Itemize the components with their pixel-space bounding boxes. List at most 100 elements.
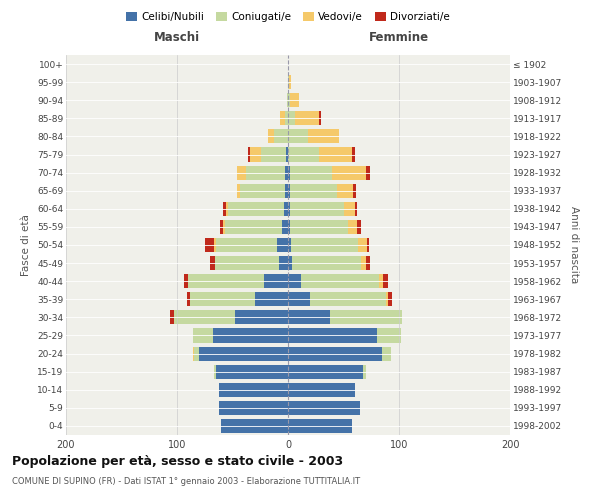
Bar xyxy=(382,346,391,360)
Text: Popolazione per età, sesso e stato civile - 2003: Popolazione per età, sesso e stato civil… xyxy=(12,455,343,468)
Bar xyxy=(367,238,369,252)
Bar xyxy=(290,220,348,234)
Bar xyxy=(219,382,288,397)
Bar xyxy=(194,346,199,360)
Bar xyxy=(223,202,226,216)
Bar xyxy=(216,238,277,252)
Y-axis label: Fasce di età: Fasce di età xyxy=(22,214,31,276)
Bar xyxy=(377,328,401,342)
Bar xyxy=(330,310,403,324)
Bar xyxy=(219,401,288,415)
Bar xyxy=(388,292,392,306)
Bar xyxy=(288,238,292,252)
Bar xyxy=(288,75,289,89)
Bar xyxy=(288,419,352,433)
Bar xyxy=(366,166,370,179)
Bar xyxy=(287,93,288,108)
Bar xyxy=(288,256,292,270)
Bar xyxy=(284,166,288,179)
Bar xyxy=(288,274,301,288)
Bar xyxy=(254,292,288,306)
Bar xyxy=(173,310,235,324)
Bar xyxy=(295,112,319,126)
Bar xyxy=(235,310,288,324)
Bar xyxy=(288,184,290,198)
Bar xyxy=(279,256,288,270)
Bar xyxy=(220,220,223,234)
Text: Femmine: Femmine xyxy=(369,31,429,44)
Bar xyxy=(237,166,246,179)
Bar xyxy=(301,274,379,288)
Text: Maschi: Maschi xyxy=(154,31,200,44)
Bar xyxy=(288,382,355,397)
Bar xyxy=(199,346,288,360)
Bar xyxy=(288,148,319,162)
Bar xyxy=(215,256,279,270)
Bar xyxy=(379,274,383,288)
Bar xyxy=(223,220,225,234)
Bar xyxy=(288,364,364,378)
Bar xyxy=(193,346,194,360)
Bar xyxy=(290,184,337,198)
Bar xyxy=(212,328,288,342)
Bar xyxy=(319,148,352,162)
Bar xyxy=(240,184,284,198)
Bar xyxy=(274,130,288,143)
Bar xyxy=(292,256,361,270)
Bar xyxy=(214,238,216,252)
Bar xyxy=(248,148,250,162)
Bar xyxy=(357,220,361,234)
Bar xyxy=(288,328,377,342)
Bar xyxy=(268,130,274,143)
Bar xyxy=(361,256,366,270)
Bar xyxy=(366,256,370,270)
Bar xyxy=(343,202,355,216)
Bar xyxy=(262,148,286,162)
Bar xyxy=(226,202,228,216)
Bar xyxy=(355,202,357,216)
Bar xyxy=(290,166,332,179)
Bar xyxy=(170,310,173,324)
Bar xyxy=(221,419,288,433)
Bar xyxy=(193,328,212,342)
Bar xyxy=(283,220,288,234)
Bar xyxy=(353,184,356,198)
Bar xyxy=(352,148,355,162)
Bar xyxy=(211,256,215,270)
Bar xyxy=(288,130,308,143)
Bar xyxy=(288,310,330,324)
Bar xyxy=(364,364,366,378)
Bar xyxy=(188,274,263,288)
Bar xyxy=(288,401,360,415)
Bar xyxy=(284,202,288,216)
Bar xyxy=(228,202,284,216)
Bar xyxy=(184,274,188,288)
Bar xyxy=(216,364,288,378)
Legend: Celibi/Nubili, Coniugati/e, Vedovi/e, Divorziati/e: Celibi/Nubili, Coniugati/e, Vedovi/e, Di… xyxy=(122,8,454,26)
Bar xyxy=(284,184,288,198)
Bar xyxy=(250,148,262,162)
Bar xyxy=(190,292,254,306)
Bar xyxy=(284,112,288,126)
Bar xyxy=(288,112,295,126)
Bar xyxy=(246,166,284,179)
Bar xyxy=(277,238,288,252)
Y-axis label: Anni di nascita: Anni di nascita xyxy=(569,206,578,284)
Bar xyxy=(288,93,290,108)
Bar xyxy=(386,292,388,306)
Bar xyxy=(337,184,353,198)
Bar xyxy=(288,220,290,234)
Bar xyxy=(290,202,343,216)
Bar xyxy=(288,346,382,360)
Text: COMUNE DI SUPINO (FR) - Dati ISTAT 1° gennaio 2003 - Elaborazione TUTTITALIA.IT: COMUNE DI SUPINO (FR) - Dati ISTAT 1° ge… xyxy=(12,478,360,486)
Bar xyxy=(288,166,290,179)
Bar xyxy=(308,130,339,143)
Bar xyxy=(288,292,310,306)
Bar xyxy=(383,274,388,288)
Bar xyxy=(332,166,366,179)
Bar xyxy=(310,292,386,306)
Bar xyxy=(358,238,367,252)
Bar xyxy=(292,238,358,252)
Bar xyxy=(288,202,290,216)
Bar xyxy=(205,238,214,252)
